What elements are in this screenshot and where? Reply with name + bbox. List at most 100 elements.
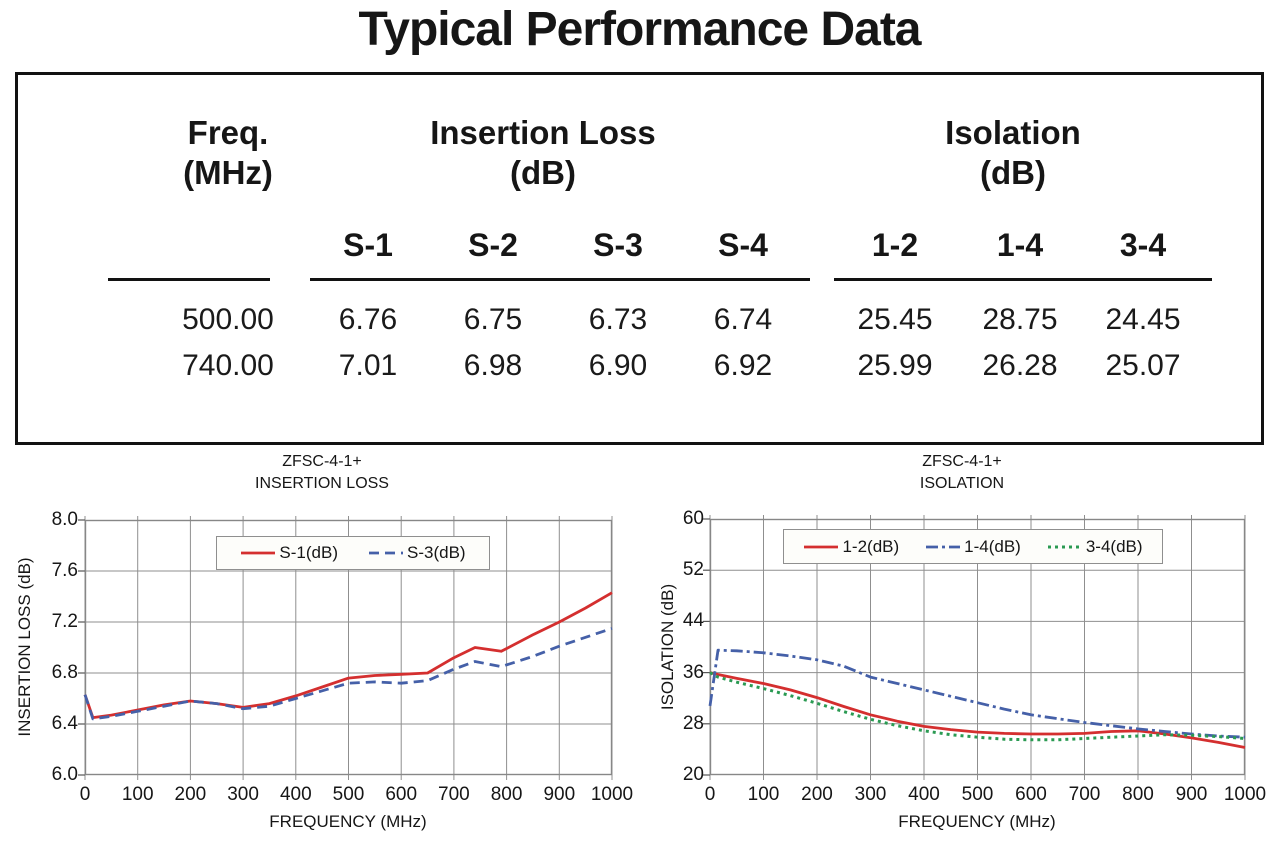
cell-s3-row1: 6.73 — [588, 303, 648, 336]
cell-freq-row2: 740.00 — [182, 349, 274, 382]
x-tick-label: 900 — [1175, 784, 1208, 805]
x-tick-label: 700 — [1068, 784, 1101, 805]
legend-label: 3-4(dB) — [1085, 536, 1143, 556]
isolation-plot — [703, 515, 1246, 780]
legend-label: 1-4(dB) — [964, 536, 1021, 556]
x-tick-label: 300 — [854, 784, 887, 805]
series-s-3-db — [83, 627, 613, 721]
isolation-x-axis-label: FREQUENCY (MHz) — [898, 812, 1056, 831]
subcol-1-4: 1-4 — [996, 227, 1044, 263]
cell-12-row1: 25.45 — [857, 303, 933, 336]
x-tick-label: 0 — [79, 784, 91, 805]
legend-line-sample — [369, 551, 403, 555]
subcol-s3: S-3 — [593, 227, 643, 263]
x-tick-label: 600 — [385, 784, 418, 805]
legend-label: S-3(dB) — [407, 543, 466, 562]
y-tick-label: 7.6 — [51, 560, 78, 581]
legend-item-1-2-db: 1-2(dB) — [803, 537, 899, 557]
subcol-s4: S-4 — [718, 227, 768, 263]
legend-line-sample — [241, 551, 276, 555]
y-tick-label: 28 — [682, 712, 704, 734]
y-tick-label: 6.0 — [51, 764, 78, 785]
series-3-4-db — [709, 671, 1246, 742]
x-tick-label: 600 — [1015, 784, 1047, 805]
x-tick-label: 100 — [121, 784, 154, 805]
x-tick-label: 1000 — [1223, 784, 1267, 805]
series-1-4-db — [708, 648, 1246, 739]
x-tick-label: 500 — [961, 784, 994, 805]
cell-s1-row1: 6.76 — [338, 303, 398, 336]
cell-12-row2: 25.99 — [857, 349, 933, 382]
insertion-loss-chart-title-line1: ZFSC-4-1+ — [282, 453, 362, 470]
col-header-insertion-loss-line1: Insertion Loss — [430, 114, 656, 151]
y-tick-label: 6.4 — [51, 713, 78, 734]
cell-14-row2: 26.28 — [982, 349, 1058, 382]
performance-data-table: Freq. (MHz) Insertion Loss (dB) Isolatio… — [15, 72, 1264, 445]
col-header-isolation-line2: (dB) — [980, 154, 1046, 191]
cell-s3-row2: 6.90 — [588, 349, 648, 382]
cell-freq-row1: 500.00 — [182, 303, 274, 336]
legend-item-s-3-db: S-3(dB) — [368, 543, 466, 563]
isolation-header-rule — [834, 278, 1212, 281]
cell-14-row1: 28.75 — [982, 303, 1058, 336]
y-tick-label: 60 — [682, 508, 704, 529]
insertion-loss-y-axis-label: INSERTION LOSS (dB) — [15, 557, 34, 737]
legend-line-sample — [1047, 545, 1082, 548]
col-header-isolation-line1: Isolation — [945, 114, 1081, 151]
cell-s4-row2: 6.92 — [713, 349, 773, 382]
y-tick-label: 8.0 — [51, 509, 78, 530]
col-header-freq-line2: (MHz) — [183, 154, 273, 191]
legend-item-1-4-db: 1-4(dB) — [925, 537, 1021, 557]
legend-label: 1-2(dB) — [842, 536, 900, 556]
subcol-s1: S-1 — [343, 227, 393, 263]
subcol-1-2: 1-2 — [871, 227, 919, 263]
cell-s4-row1: 6.74 — [713, 303, 773, 336]
cell-s2-row2: 6.98 — [463, 349, 523, 382]
series-1-2-db — [709, 671, 1246, 749]
isolation-plot-border — [709, 518, 1246, 776]
x-tick-label: 700 — [438, 784, 470, 805]
x-tick-label: 0 — [704, 784, 716, 805]
col-header-insertion-loss-line2: (dB) — [510, 154, 576, 191]
col-header-freq-line1: Freq. — [187, 114, 269, 151]
cell-s2-row1: 6.75 — [463, 303, 523, 336]
y-tick-label: 52 — [682, 559, 704, 581]
cell-34-row2: 25.07 — [1105, 349, 1181, 382]
isolation-chart-title-line2: ISOLATION — [919, 475, 1005, 492]
insertion-loss-legend: S-1(dB) S-3(dB) — [216, 536, 490, 570]
y-tick-label: 44 — [682, 610, 704, 632]
x-tick-label: 400 — [908, 784, 940, 805]
x-tick-label: 500 — [332, 784, 365, 805]
insertion-loss-chart-title-line2: INSERTION LOSS — [255, 475, 389, 492]
x-tick-label: 400 — [279, 784, 312, 805]
cell-34-row1: 24.45 — [1105, 303, 1181, 336]
insertion-loss-x-axis-label: FREQUENCY (MHz) — [269, 812, 427, 831]
x-tick-label: 300 — [227, 784, 259, 805]
x-tick-label: 200 — [801, 784, 833, 805]
subcol-3-4: 3-4 — [1119, 227, 1167, 263]
y-tick-label: 20 — [682, 764, 704, 785]
legend-item-s-1-db: S-1(dB) — [240, 543, 338, 563]
x-tick-label: 200 — [174, 784, 207, 805]
x-tick-label: 100 — [747, 784, 780, 805]
y-tick-label: 7.2 — [51, 611, 78, 632]
legend-line-sample — [804, 545, 839, 548]
cell-s1-row2: 7.01 — [338, 349, 398, 382]
isolation-chart-title-line1: ZFSC-4-1+ — [922, 453, 1002, 470]
x-tick-label: 800 — [1122, 784, 1154, 805]
x-tick-label: 900 — [543, 784, 576, 805]
legend-item-3-4-db: 3-4(dB) — [1047, 537, 1143, 557]
x-tick-label: 800 — [490, 784, 523, 805]
subcol-s2: S-2 — [468, 227, 518, 263]
freq-header-rule — [108, 278, 270, 281]
x-tick-label: 1000 — [590, 784, 634, 805]
isolation-y-axis-label: ISOLATION (dB) — [658, 583, 677, 711]
insertion-loss-header-rule — [310, 278, 810, 281]
legend-line-sample — [926, 545, 961, 548]
legend-label: S-1(dB) — [279, 543, 338, 562]
page-title: Typical Performance Data — [358, 3, 921, 56]
insertion-loss-plot-border — [84, 519, 613, 776]
y-tick-label: 6.8 — [51, 662, 78, 683]
isolation-legend: 1-2(dB) 1-4(dB) 3-4(dB) — [783, 529, 1163, 564]
y-tick-label: 36 — [682, 661, 704, 683]
